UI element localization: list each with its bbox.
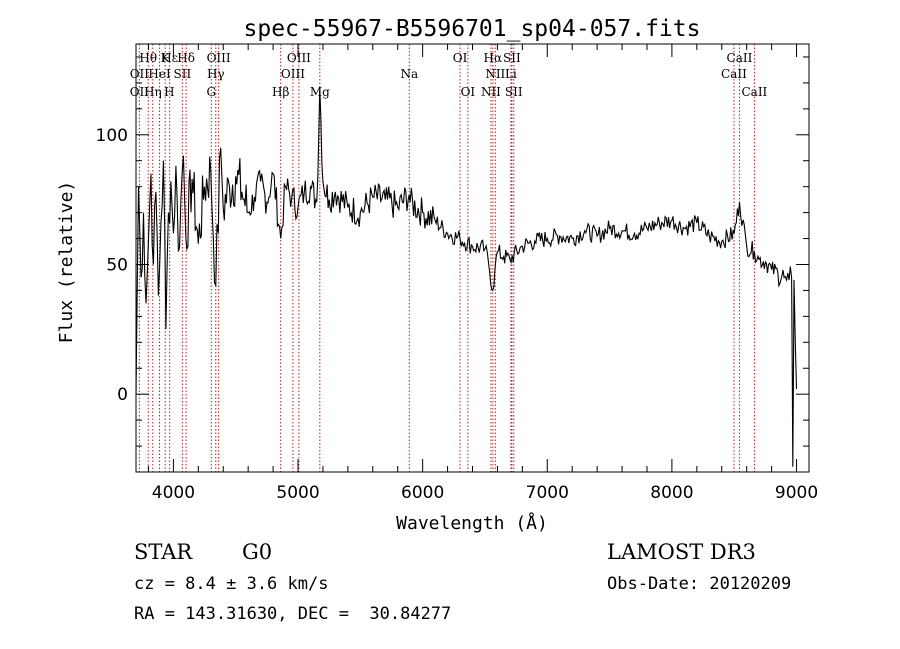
line-label: CaII [721, 67, 747, 81]
line-markers [138, 44, 755, 472]
x-tick-label: 7000 [526, 483, 569, 503]
redshift: cz = 8.4 ± 3.6 km/s [134, 574, 329, 594]
obs-date: Obs-Date: 20120209 [607, 574, 792, 594]
x-tick-label: 5000 [276, 483, 319, 503]
line-label: HeI [148, 67, 171, 81]
axis-ticks: 4000 5000 6000 7000 8000 9000 0 50 100 [96, 44, 818, 503]
chart-title: spec-55967-B5596701_sp04-057.fits [244, 16, 701, 42]
line-label: Na [400, 67, 418, 81]
x-tick-label: 9000 [775, 483, 818, 503]
line-label: OIII [207, 51, 231, 65]
line-label: Hθ [139, 51, 157, 65]
survey-name: LAMOST DR3 [607, 540, 756, 564]
line-label: CaII [727, 51, 753, 65]
line-label: OI [461, 85, 476, 99]
line-label: H [164, 85, 174, 99]
line-label: OII [130, 67, 150, 81]
line-label: NII [485, 67, 505, 81]
line-label: OI [453, 51, 468, 65]
line-label: Hδ [177, 51, 195, 65]
subclass: G0 [242, 540, 273, 564]
line-label: CaII [741, 85, 767, 99]
line-label: SII [505, 85, 523, 99]
y-tick-label: 50 [106, 255, 128, 275]
line-label: Hη [144, 85, 162, 99]
line-label: G [206, 85, 216, 99]
line-label: SII [503, 51, 521, 65]
line-label: Li [505, 67, 517, 81]
line-label: NII [481, 85, 501, 99]
line-label: Hβ [272, 85, 289, 99]
line-label: K [161, 51, 171, 65]
line-label: Hα [484, 51, 503, 65]
coordinates: RA = 143.31630, DEC = 30.84277 [134, 604, 452, 624]
line-label: OII [130, 85, 150, 99]
x-tick-label: 8000 [650, 483, 693, 503]
x-tick-label: 6000 [401, 483, 444, 503]
plot-frame [135, 43, 810, 473]
object-class: STAR [134, 540, 193, 564]
spectrum-line [135, 88, 798, 467]
line-label: SII [174, 67, 192, 81]
line-label: OIII [281, 67, 305, 81]
line-label: OIII [287, 51, 311, 65]
y-tick-label: 0 [117, 385, 128, 405]
x-axis-label: Wavelength (Å) [396, 512, 548, 534]
line-label: Hγ [207, 67, 225, 81]
x-tick-label: 4000 [152, 483, 195, 503]
y-axis-label: Flux (relative) [56, 181, 77, 344]
y-tick-label: 100 [96, 126, 128, 146]
